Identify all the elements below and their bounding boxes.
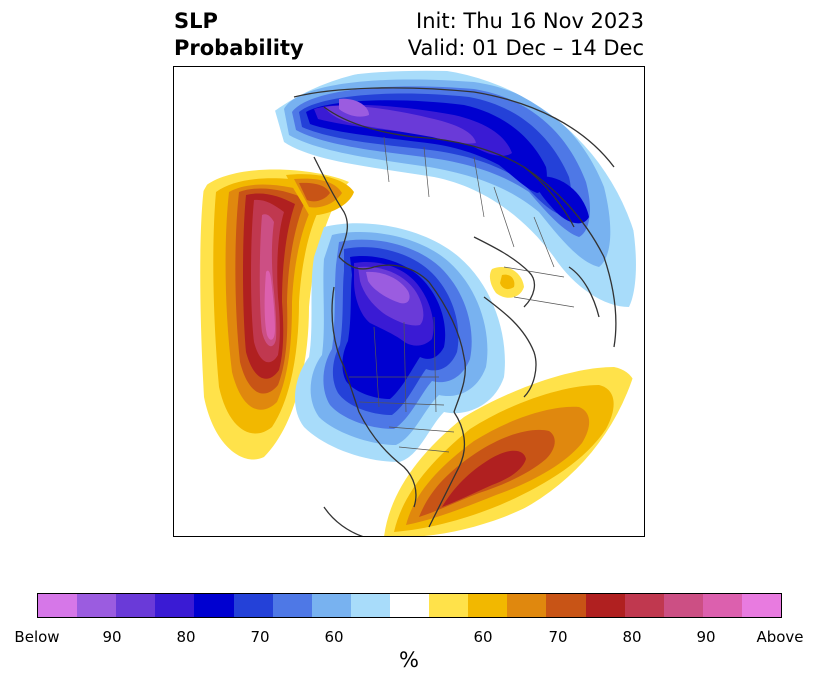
forecast-dates: Init: Thu 16 Nov 2023 Valid: 01 Dec – 14… [408, 8, 644, 62]
colorbar-segment [350, 594, 390, 617]
coastlines [293, 87, 617, 536]
colorbar [37, 593, 782, 618]
colorbar-tick-label: 80 [622, 628, 642, 646]
colorbar-tick-label: 60 [324, 628, 344, 646]
colorbar-tick-label: 70 [250, 628, 270, 646]
colorbar-segment [311, 594, 351, 617]
colorbar-segment [585, 594, 625, 617]
colorbar-tick-label: 80 [176, 628, 196, 646]
map-canvas [200, 70, 638, 536]
siberia-below-anomaly [274, 70, 636, 307]
north-america-below-anomaly [294, 223, 505, 462]
colorbar-segment [702, 594, 742, 617]
colorbar-segment [272, 594, 312, 617]
probability-map [173, 66, 645, 537]
colorbar-segment [468, 594, 508, 617]
atlantic-above-anomaly [384, 367, 638, 536]
colorbar-segment [116, 594, 156, 617]
pacific-above-anomaly [200, 169, 354, 460]
colorbar-segment [155, 594, 195, 617]
colorbar-segment [507, 594, 547, 617]
colorbar-segment [194, 594, 234, 617]
colorbar-segment [233, 594, 273, 617]
colorbar-segment [38, 594, 78, 617]
colorbar-tick-label: 70 [548, 628, 568, 646]
colorbar-segment [546, 594, 586, 617]
colorbar-unit-label: % [399, 648, 419, 672]
title-line-1: SLP [174, 9, 218, 33]
colorbar-segment [429, 594, 469, 617]
colorbar-segment [741, 594, 782, 617]
colorbar-tick-label: Above [756, 628, 804, 646]
colorbar-segment [77, 594, 117, 617]
colorbar-tick-label: 90 [102, 628, 122, 646]
colorbar-tick-label: Below [14, 628, 60, 646]
init-date: Init: Thu 16 Nov 2023 [416, 9, 644, 33]
colorbar-segment [389, 594, 430, 617]
colorbar-tick-label: 60 [473, 628, 493, 646]
country-borders [349, 136, 575, 453]
title-line-2: Probability [174, 36, 304, 60]
colorbar-tick-label: 90 [696, 628, 716, 646]
europe-above-anomaly [489, 267, 524, 298]
valid-range: Valid: 01 Dec – 14 Dec [407, 36, 644, 60]
chart-title: SLP Probability [174, 8, 304, 62]
colorbar-segment [624, 594, 664, 617]
colorbar-segment [663, 594, 703, 617]
probability-fields [200, 70, 638, 536]
